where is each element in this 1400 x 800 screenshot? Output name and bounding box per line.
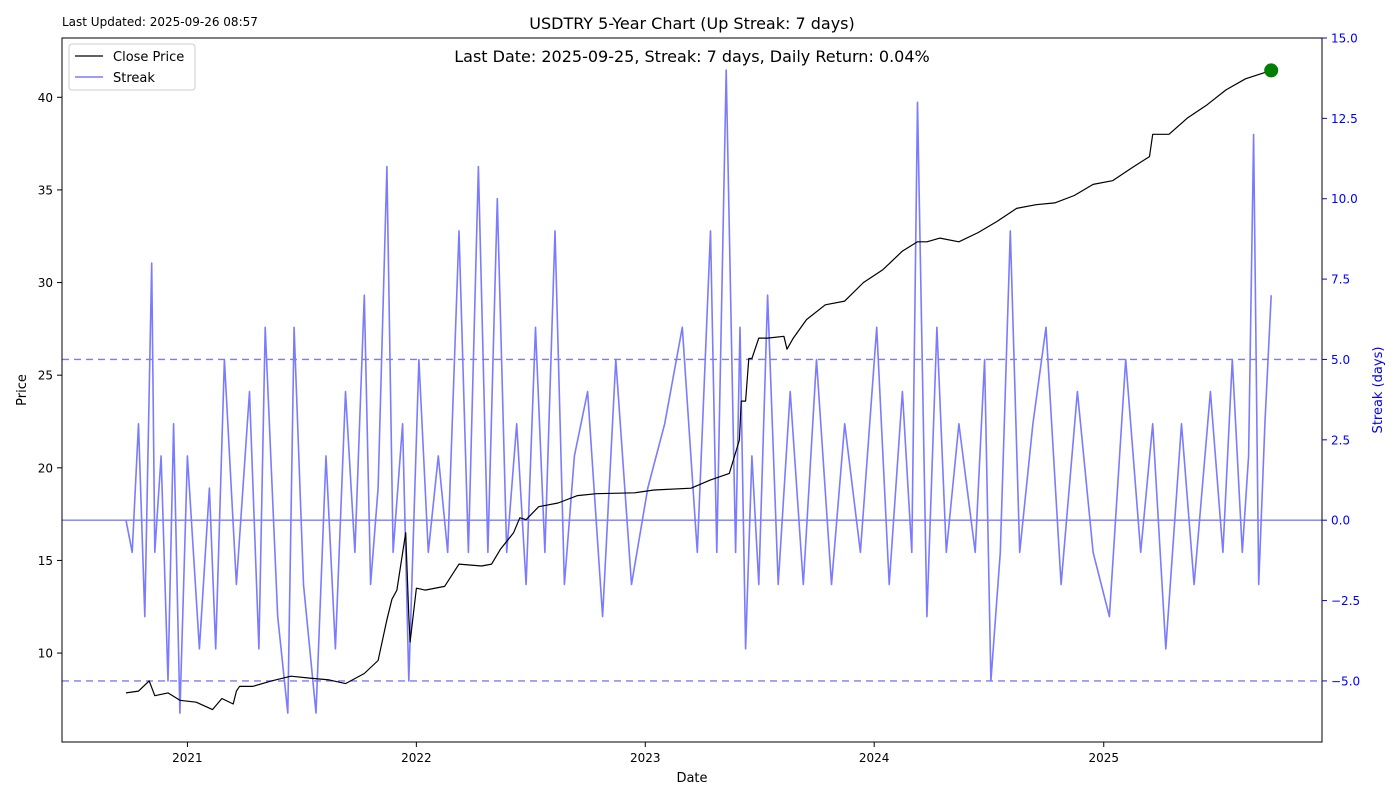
x-axis: 2021 2022 2023 2024 2025 [172, 742, 1119, 765]
x-tick-label-3: 2024 [859, 751, 890, 765]
x-tick-label-2: 2023 [630, 751, 661, 765]
y-tick-label-right-8: 15.0 [1331, 32, 1358, 46]
chart-title: USDTRY 5-Year Chart (Up Streak: 7 days) [529, 14, 855, 33]
y-tick-label-right-2: 0.0 [1331, 514, 1350, 528]
y-tick-label-right-7: 12.5 [1331, 112, 1358, 126]
series-line-close-price [125, 69, 1272, 711]
legend-entry-price: Close Price [113, 50, 184, 65]
x-tick-label-0: 2021 [172, 751, 203, 765]
y-tick-label-left-4: 30 [38, 276, 53, 290]
series-line-streak [125, 69, 1272, 714]
legend-entry-streak: Streak [113, 71, 155, 86]
y-tick-label-right-6: 10.0 [1331, 192, 1358, 206]
y-tick-label-left-1: 15 [38, 554, 53, 568]
y-tick-label-right-0: −5.0 [1331, 674, 1360, 688]
last-updated-text: Last Updated: 2025-09-26 08:57 [62, 15, 258, 29]
x-axis-label: Date [676, 771, 707, 786]
y-tick-label-left-3: 25 [38, 369, 53, 383]
legend: Close Price Streak [68, 43, 196, 91]
last-point-marker [1264, 63, 1279, 78]
y-axis-label-right: Streak (days) [1371, 347, 1386, 434]
y-tick-label-left-5: 35 [38, 183, 53, 197]
y-tick-label-right-3: 2.5 [1331, 433, 1350, 447]
plot-frame [61, 37, 1323, 743]
price-series [125, 69, 1272, 711]
y-tick-label-left-0: 10 [38, 647, 53, 661]
reference-lines [62, 358, 1322, 682]
y-tick-label-left-6: 40 [38, 91, 53, 105]
plot-area [62, 63, 1322, 714]
y-tick-label-right-1: −2.5 [1331, 594, 1360, 608]
y-tick-label-right-5: 7.5 [1331, 273, 1350, 287]
x-tick-label-4: 2025 [1088, 751, 1119, 765]
last-point-layer [1264, 63, 1279, 78]
x-tick-label-1: 2022 [401, 751, 432, 765]
streak-series [125, 69, 1272, 714]
y-tick-label-right-4: 5.0 [1331, 353, 1350, 367]
y-tick-label-left-2: 20 [38, 461, 53, 475]
chart-annotation: Last Date: 2025-09-25, Streak: 7 days, D… [454, 47, 930, 66]
y-axis-right: −5.0 −2.5 0.0 2.5 5.0 7.5 10.0 12.5 15.0 [1322, 32, 1360, 688]
y-axis-left: 10 15 20 25 30 35 40 [38, 91, 62, 661]
y-axis-label-left: Price [15, 374, 30, 406]
